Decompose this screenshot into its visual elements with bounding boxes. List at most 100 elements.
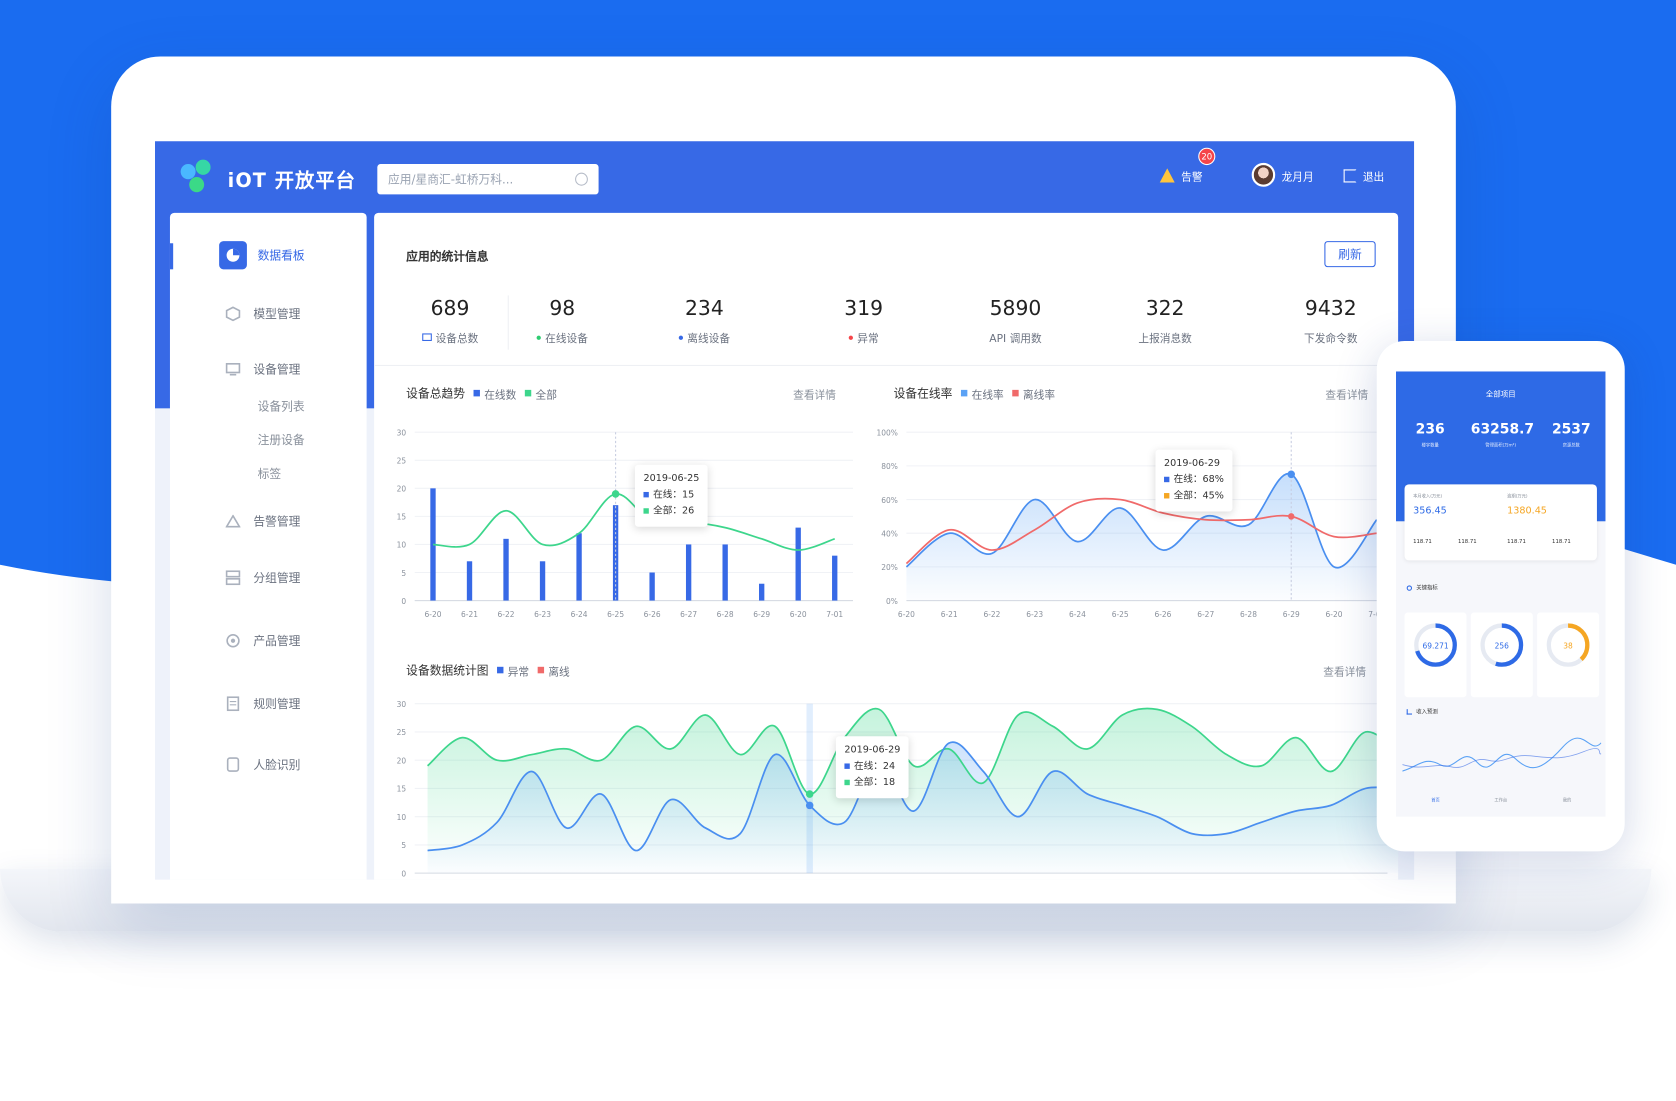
alert-count-badge: 20 [1198,147,1216,166]
search-placeholder: 应用/星商汇-虹桥万科... [388,172,514,187]
ring-value: 69.271 [1422,641,1448,650]
app-logo[interactable]: iOT 开放平台 [179,159,356,199]
stat-online-devices: 98 在线设备 [514,296,610,345]
y-tick-label: 30 [397,700,407,709]
x-tick-label: 6-20 [1326,610,1343,619]
sidebar-item-label: 模型管理 [253,307,301,322]
warning-icon [1159,168,1175,183]
sidebar-item-face[interactable]: 人脸识别 [223,756,300,773]
sidebar-item-models[interactable]: 模型管理 [223,305,300,322]
status-dot [678,335,684,340]
sidebar-item-alerts[interactable]: 告警管理 [223,513,300,530]
sidebar-item-devices[interactable]: 设备管理 [223,361,300,378]
sidebar-item-label: 分组管理 [253,571,301,586]
y-tick-label: 40% [881,529,898,538]
phone-tab-home[interactable]: 首页 [1431,797,1440,803]
device-icon [223,361,242,378]
stat-label: API 调用数 [989,333,1042,346]
phone-tab-me[interactable]: 我的 [1562,797,1572,803]
phone-income-card: 本月收入(万元) 356.45 逾期(万元) 1380.45 118.71 11… [1404,484,1597,561]
x-tick-label: 6-28 [1240,610,1257,619]
user-name: 龙月月 [1281,171,1314,183]
kpi-section-header: 关键指标 [1406,584,1438,592]
kpi-ring: 256 [1470,612,1533,698]
overdue-value: 1380.45 [1507,506,1547,517]
x-tick-label: 6-23 [534,610,551,619]
phone-tab-workbench[interactable]: 工作台 [1494,797,1508,803]
chart3-legend-offline: 离线 [537,662,570,678]
x-tick-label: 6-20 [790,610,807,619]
x-tick-label: 6-26 [1154,610,1171,619]
logout-icon [1343,168,1357,182]
hover-point [611,490,620,498]
y-tick-label: 25 [397,456,407,465]
sidebar-subitem-register-device[interactable]: 注册设备 [257,433,305,448]
sidebar-item-products[interactable]: 产品管理 [223,632,300,649]
chart1-details-link[interactable]: 查看详情 [793,389,836,402]
logo-icon [179,159,220,199]
warning-icon [223,513,242,530]
tooltip-date: 2019-06-29 [844,744,901,756]
hover-point [805,790,814,798]
x-tick-label: 6-25 [1112,610,1129,619]
x-tick-label: 6-29 [1283,610,1300,619]
series-area-online-rate [906,473,1377,601]
x-tick-label: 6-22 [498,610,515,619]
phone-screen: 全部项目 236 楼宇数量 63258.7 管理面积(万m²) 2537 房源总数 本… [1395,371,1606,817]
stat-commands-sent: 9432 下发命令数 [1283,296,1379,345]
user-menu[interactable]: 龙月月 [1251,162,1314,187]
chart-icon [1406,709,1413,715]
x-tick-label: 6-20 [425,610,442,619]
phone-stat: 2537 房源总数 [1551,421,1591,448]
x-tick-label: 6-29 [753,610,770,619]
cube-icon [223,305,242,322]
mini-value: 118.71 [1552,538,1571,546]
alert-button[interactable]: 告警 20 [1159,147,1216,184]
sidebar-item-rules[interactable]: 规则管理 [223,695,300,712]
logout-button[interactable]: 退出 [1343,167,1384,184]
x-tick-label: 6-26 [644,610,661,619]
hover-point [1288,513,1295,520]
stat-label: 离线设备 [687,333,731,346]
bar [759,583,765,601]
hover-band [806,703,813,874]
bar [795,527,801,601]
chart2-details-link[interactable]: 查看详情 [1325,389,1369,402]
rule-icon [223,695,242,712]
stat-value: 234 [685,296,724,321]
x-tick-label: 6-23 [1026,610,1043,619]
sidebar-item-label: 告警管理 [253,514,301,529]
chart3-legend-abnormal: 异常 [497,662,529,678]
stat-value: 689 [430,296,470,321]
sidebar-item-label: 规则管理 [253,697,301,712]
tooltip-date: 2019-06-29 [1164,458,1220,470]
bar [539,561,546,601]
sidebar-item-label: 产品管理 [253,634,301,649]
chart2-header: 设备在线率 在线率 离线率 [894,384,1055,402]
kpi-ring: 69.271 [1404,612,1467,698]
sidebar-item-groups[interactable]: 分组管理 [223,569,300,586]
sidebar-subitem-tags[interactable]: 标签 [257,466,282,482]
app-title: iOT 开放平台 [227,169,356,193]
series-line-offline-rate [905,497,1377,565]
chart3-details-link[interactable]: 查看详情 [1323,666,1367,679]
device-icon [421,333,432,342]
x-tick-label: 6-27 [680,610,697,619]
bar [612,505,619,601]
bar [832,555,838,601]
stat-total-devices: 689 设备总数 [402,296,498,345]
search-input[interactable]: 应用/星商汇-虹桥万科... [377,163,599,195]
series-line-all [432,493,835,551]
sidebar-subitem-device-list[interactable]: 设备列表 [257,399,305,414]
page-title: 应用的统计信息 [406,249,489,264]
income-value: 356.45 [1413,506,1447,517]
refresh-button[interactable]: 刷新 [1324,241,1376,268]
sidebar-item-dashboard[interactable]: 数据看板 [219,241,305,270]
y-tick-label: 5 [401,569,406,578]
bar [722,544,728,601]
y-tick-label: 20 [397,756,407,765]
stat-label: 下发命令数 [1304,333,1358,346]
face-icon [223,756,242,773]
chart1-title: 设备总趋势 [406,386,465,401]
y-tick-label: 100% [877,428,898,437]
